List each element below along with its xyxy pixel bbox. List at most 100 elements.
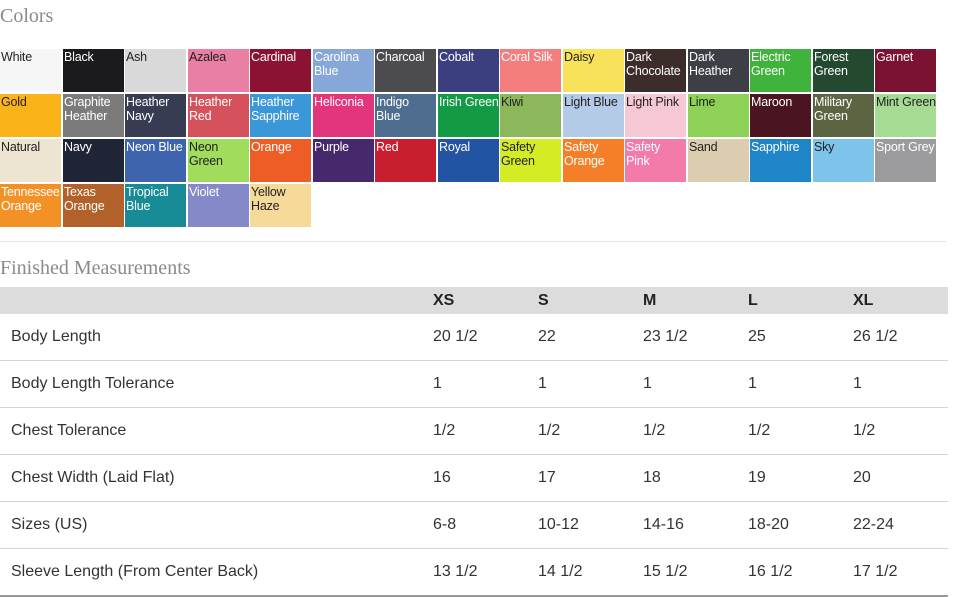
size-header: M (641, 287, 746, 314)
color-swatch[interactable]: Mint Green (875, 94, 936, 137)
measurement-value: 14-16 (641, 501, 746, 549)
table-row: Chest Width (Laid Flat) 16 17 18 19 20 (0, 454, 948, 502)
color-swatch[interactable]: Lime (688, 94, 749, 137)
table-row: Chest Tolerance 1/2 1/2 1/2 1/2 1/2 (0, 407, 948, 455)
color-swatch[interactable]: Red (375, 139, 436, 182)
measurement-value: 15 1/2 (641, 548, 746, 597)
color-swatch[interactable]: Texas Orange (63, 184, 124, 227)
measurement-value: 25 (746, 314, 851, 361)
measurement-value: 1/2 (746, 407, 851, 455)
color-swatch[interactable]: Safety Orange (563, 139, 624, 182)
measurement-value: 1 (746, 360, 851, 408)
color-swatch[interactable]: Neon Blue (125, 139, 186, 182)
measurement-value: 1/2 (851, 407, 948, 455)
color-swatch[interactable]: Cobalt (438, 49, 499, 92)
color-swatch[interactable]: Heather Sapphire (250, 94, 311, 137)
color-swatch[interactable]: Sand (688, 139, 749, 182)
measurement-value: 13 1/2 (431, 548, 536, 597)
color-swatch[interactable]: Coral Silk (500, 49, 561, 92)
color-swatch[interactable]: Carolina Blue (313, 49, 374, 92)
color-swatch[interactable]: Heather Navy (125, 94, 186, 137)
measurement-value: 23 1/2 (641, 314, 746, 361)
table-row: Body Length 20 1/2 22 23 1/2 25 26 1/2 (0, 314, 948, 361)
size-header: L (746, 287, 851, 314)
color-swatch[interactable]: White (0, 49, 61, 92)
measurement-value: 17 1/2 (851, 548, 948, 597)
color-swatch[interactable]: Yellow Haze (250, 184, 311, 227)
table-row: Sizes (US) 6-8 10-12 14-16 18-20 22-24 (0, 501, 948, 549)
color-swatch[interactable]: Irish Green (438, 94, 499, 137)
measurement-value: 1/2 (536, 407, 641, 455)
colors-heading: Colors (0, 5, 54, 27)
measurement-value: 16 (431, 454, 536, 502)
color-swatch[interactable]: Violet (188, 184, 249, 227)
table-row: Sleeve Length (From Center Back) 13 1/2 14… (0, 548, 948, 597)
color-swatch[interactable]: Ash (125, 49, 186, 92)
color-swatch[interactable]: Tropical Blue (125, 184, 186, 227)
color-swatch[interactable]: Neon Green (188, 139, 249, 182)
measurement-value: 16 1/2 (746, 548, 851, 597)
color-swatch[interactable]: Navy (63, 139, 124, 182)
row-label: Chest Width (Laid Flat) (0, 454, 431, 502)
color-swatch[interactable]: Sky (813, 139, 874, 182)
row-label: Body Length (0, 314, 431, 361)
measurement-value: 20 1/2 (431, 314, 536, 361)
size-header: XL (851, 287, 948, 314)
color-swatch[interactable]: Safety Pink (625, 139, 686, 182)
color-swatch[interactable]: Kiwi (500, 94, 561, 137)
measurement-value: 17 (536, 454, 641, 502)
measurement-value: 18-20 (746, 501, 851, 549)
row-label: Sizes (US) (0, 501, 431, 549)
measurement-value: 1/2 (431, 407, 536, 455)
measurement-value: 22-24 (851, 501, 948, 549)
color-swatch[interactable]: Purple (313, 139, 374, 182)
color-swatch[interactable]: Azalea (188, 49, 249, 92)
color-swatch[interactable]: Maroon (750, 94, 811, 137)
color-swatch[interactable]: Black (63, 49, 124, 92)
measurement-value: 18 (641, 454, 746, 502)
color-swatch[interactable]: Light Pink (625, 94, 686, 137)
measurement-value: 14 1/2 (536, 548, 641, 597)
color-swatch[interactable]: Gold (0, 94, 61, 137)
row-label: Chest Tolerance (0, 407, 431, 455)
table-header-blank (0, 287, 431, 314)
color-swatch[interactable]: Safety Green (500, 139, 561, 182)
measurement-value: 1 (851, 360, 948, 408)
color-swatch[interactable]: Orange (250, 139, 311, 182)
color-swatch[interactable]: Indigo Blue (375, 94, 436, 137)
measurement-value: 26 1/2 (851, 314, 948, 361)
size-header: XS (431, 287, 536, 314)
table-row: Body Length Tolerance 1 1 1 1 1 (0, 360, 948, 408)
measurement-value: 1/2 (641, 407, 746, 455)
color-swatch[interactable]: Tennessee Orange (0, 184, 61, 227)
row-label: Sleeve Length (From Center Back) (0, 548, 431, 597)
color-swatch[interactable]: Forest Green (813, 49, 874, 92)
color-swatch-grid: White Black Ash Azalea Cardinal Carolina Blue… (0, 49, 936, 229)
color-swatch[interactable]: Dark Chocolate (625, 49, 686, 92)
color-swatch[interactable]: Royal (438, 139, 499, 182)
measurement-value: 22 (536, 314, 641, 361)
measurements-heading: Finished Measurements (0, 257, 191, 279)
measurement-value: 1 (641, 360, 746, 408)
color-swatch[interactable]: Light Blue (563, 94, 624, 137)
color-swatch[interactable]: Sport Grey (875, 139, 936, 182)
color-swatch[interactable]: Heather Red (188, 94, 249, 137)
color-swatch[interactable]: Natural (0, 139, 61, 182)
color-swatch[interactable]: Graphite Heather (63, 94, 124, 137)
color-swatch[interactable]: Military Green (813, 94, 874, 137)
color-swatch[interactable]: Daisy (563, 49, 624, 92)
color-swatch[interactable]: Heliconia (313, 94, 374, 137)
color-swatch[interactable]: Cardinal (250, 49, 311, 92)
measurements-table: XS S M L XL Body Length 20 1/2 22 23 1/2 25 2… (0, 287, 948, 597)
row-label: Body Length Tolerance (0, 360, 431, 408)
measurement-value: 6-8 (431, 501, 536, 549)
table-header-row: XS S M L XL (0, 287, 948, 314)
color-swatch[interactable]: Garnet (875, 49, 936, 92)
color-swatch[interactable]: Dark Heather (688, 49, 749, 92)
color-swatch[interactable]: Electric Green (750, 49, 811, 92)
color-swatch[interactable]: Sapphire (750, 139, 811, 182)
measurement-value: 19 (746, 454, 851, 502)
measurement-value: 1 (431, 360, 536, 408)
section-divider (0, 241, 946, 242)
color-swatch[interactable]: Charcoal (375, 49, 436, 92)
